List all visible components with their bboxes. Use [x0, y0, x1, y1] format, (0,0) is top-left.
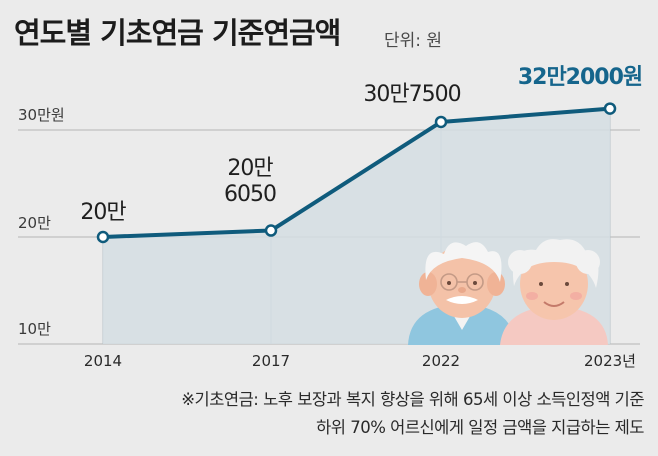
x-tick-label: 2023년: [584, 352, 636, 370]
data-point: [96, 230, 110, 244]
unit-label: 단위: 원: [384, 31, 443, 51]
data-label: 20만 6050: [224, 156, 276, 207]
data-label: 32만2000원: [518, 65, 642, 90]
elderly-couple-illustration: [408, 239, 608, 345]
chart-title: 연도별 기초연금 기준연금액: [14, 16, 341, 50]
y-tick-label: 10만: [18, 320, 51, 338]
footnote: ※기초연금: 노후 보장과 복지 향상을 위해 65세 이상 소득인정액 기준 …: [0, 386, 644, 442]
line-chart: 10만 20만 30만원 2014 2017 2022 2023년 20만 20만 6050 3…: [18, 65, 643, 370]
y-tick-label: 20만: [18, 214, 51, 232]
y-tick-label: 30만원: [18, 106, 65, 124]
data-label: 30만7500: [363, 82, 460, 107]
x-tick-label: 2014: [84, 352, 122, 370]
series-line: [102, 106, 611, 239]
data-point: [434, 115, 448, 129]
x-tick-label: 2017: [252, 352, 290, 370]
data-point: [603, 102, 617, 115]
data-label: 20만: [80, 200, 126, 225]
data-point: [264, 224, 278, 237]
footnote-line-1: ※기초연금: 노후 보장과 복지 향상을 위해 65세 이상 소득인정액 기준: [181, 390, 644, 409]
footnote-line-2: 하위 70% 어르신에게 일정 금액을 지급하는 제도: [316, 418, 644, 437]
x-tick-label: 2022: [422, 352, 460, 370]
